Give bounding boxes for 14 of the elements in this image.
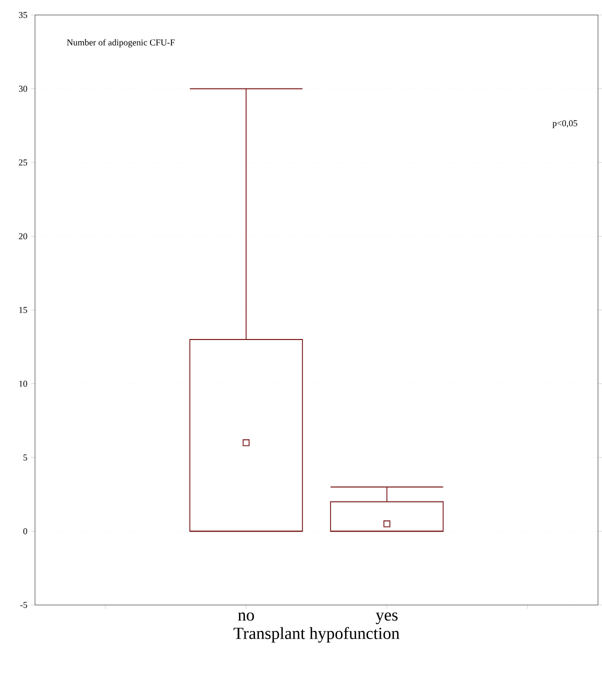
annotation: p<0,05	[552, 120, 578, 128]
y-tick-label: 10	[19, 380, 28, 387]
x-tick-label: no	[238, 612, 254, 621]
text: Number of adipogenic CFU-F	[66, 39, 175, 48]
y-tick-label: 35	[18, 12, 28, 18]
y-tick-label: 20	[18, 233, 28, 240]
y-tick-label: -5	[20, 602, 28, 608]
y-tick-label: 5	[23, 454, 28, 460]
y-tick-label: 30	[18, 86, 28, 92]
x-tick-label: yes	[376, 612, 398, 624]
y-tick-label: 0	[23, 528, 28, 534]
y-tick-label: 25	[18, 159, 28, 166]
y-tick-label: 15	[19, 306, 28, 314]
x-axis-title: Transplant hypofunction	[234, 626, 400, 643]
